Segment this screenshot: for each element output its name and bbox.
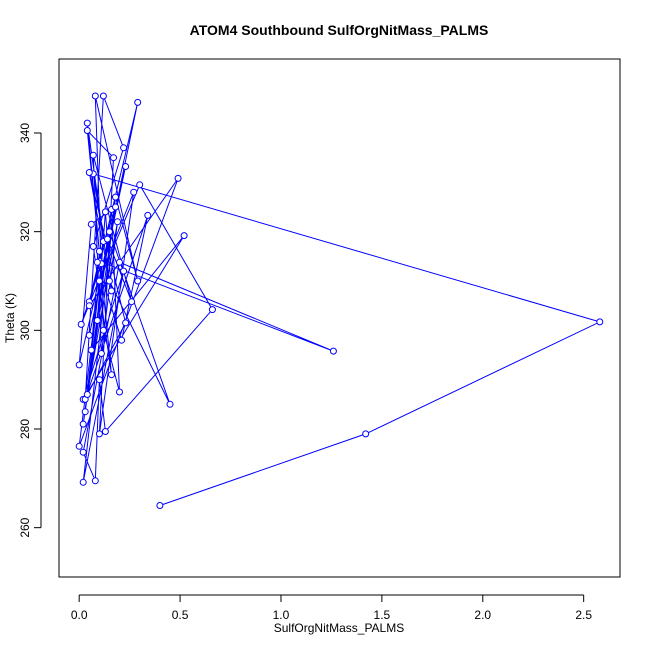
data-point	[166, 400, 174, 408]
y-axis-label: Theta (K)	[3, 293, 17, 343]
y-tick-label: 340	[18, 123, 32, 143]
data-point	[77, 320, 85, 328]
x-tick-label: 2.5	[575, 608, 592, 622]
y-tick-label: 300	[18, 320, 32, 340]
data-point	[108, 287, 115, 295]
data-point	[99, 326, 107, 334]
data-point	[83, 127, 91, 134]
data-point	[108, 371, 115, 379]
data-point	[120, 267, 128, 275]
y-tick-label: 320	[18, 221, 32, 241]
data-point	[83, 119, 91, 127]
data-point	[122, 319, 130, 327]
data-point	[79, 420, 87, 428]
data-point	[87, 220, 95, 228]
data-point	[93, 258, 101, 266]
data-point	[97, 350, 105, 357]
data-point	[116, 258, 123, 266]
data-point	[91, 92, 99, 100]
data-point	[79, 448, 87, 456]
data-point	[95, 430, 103, 438]
data-point	[362, 430, 370, 438]
x-tick-label: 1.5	[374, 608, 391, 622]
data-point	[99, 92, 107, 100]
data-point	[118, 336, 126, 344]
data-point	[75, 442, 83, 450]
data-point	[101, 208, 109, 216]
data-point	[75, 361, 83, 369]
data-point	[81, 408, 89, 416]
data-point	[114, 218, 121, 226]
data-point	[128, 298, 136, 306]
data-point	[208, 306, 216, 314]
data-point	[136, 181, 144, 189]
data-point	[85, 331, 93, 339]
data-point	[85, 169, 93, 176]
plot-frame	[58, 58, 621, 578]
data-point	[89, 151, 97, 159]
data-point	[103, 235, 111, 243]
x-axis: 0.0 0.5 1.0 1.5 2.0 2.5	[71, 594, 592, 622]
data-point	[85, 302, 93, 310]
data-point	[83, 391, 91, 398]
data-point	[110, 154, 117, 162]
x-tick-label: 2.0	[474, 608, 491, 622]
x-tick-label: 0.5	[172, 608, 189, 622]
y-axis: 260 280 300 320 340	[18, 123, 42, 538]
x-tick-label: 0.0	[71, 608, 88, 622]
data-point	[112, 193, 119, 201]
data-point	[93, 317, 101, 324]
data-point	[596, 318, 604, 326]
data-point	[87, 346, 95, 354]
data-point	[79, 478, 87, 486]
data-point	[105, 228, 113, 236]
data-point	[134, 277, 142, 285]
data-point	[101, 428, 109, 435]
data-point	[329, 347, 337, 355]
data-point	[116, 388, 123, 396]
data-point	[134, 98, 142, 106]
series-line	[78, 95, 602, 506]
y-tick-label: 280	[18, 419, 32, 439]
series-layer	[75, 92, 604, 509]
y-tick-label: 260	[18, 517, 32, 537]
data-point	[95, 277, 103, 285]
data-point	[105, 277, 113, 285]
data-point	[91, 477, 99, 485]
chart-title: ATOM4 Southbound SulfOrgNitMass_PALMS	[190, 22, 489, 38]
data-point	[112, 203, 119, 211]
data-point	[174, 174, 182, 182]
data-point	[144, 211, 152, 219]
data-point	[89, 243, 97, 250]
data-point	[95, 376, 103, 384]
data-point	[122, 163, 130, 170]
data-point	[156, 502, 164, 509]
data-point	[130, 188, 138, 196]
data-point	[180, 232, 188, 240]
data-point	[95, 247, 103, 255]
x-tick-label: 1.0	[273, 608, 290, 622]
x-axis-label: SulfOrgNitMass_PALMS	[274, 621, 404, 635]
data-point	[120, 144, 128, 152]
